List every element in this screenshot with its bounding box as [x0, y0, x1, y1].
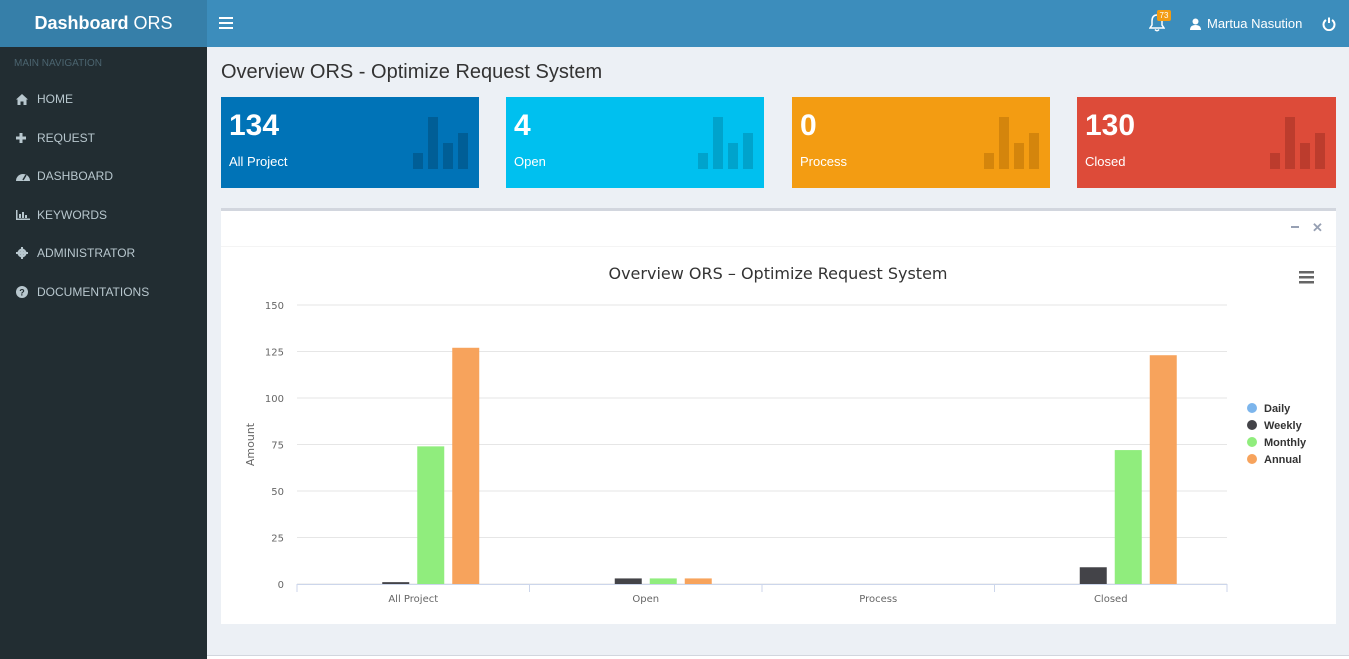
bar-chart-icon	[16, 210, 34, 220]
bar-monthly	[649, 578, 677, 584]
gear-icon	[16, 247, 34, 259]
y-tick-label: 25	[271, 534, 284, 545]
y-tick-label: 150	[265, 301, 284, 312]
legend-label: Daily	[1264, 403, 1291, 415]
legend-marker-weekly	[1247, 420, 1257, 430]
bar-chart: Overview ORS – Optimize Request System 0 2…	[244, 264, 1314, 605]
sidebar-item-documentations[interactable]: ? DOCUMENTATIONS	[0, 277, 207, 307]
stat-value: 134	[229, 109, 280, 142]
sidebar-item-label: REQUEST	[37, 131, 96, 145]
user-name: Martua Nasution	[1207, 16, 1303, 31]
question-icon: ?	[16, 286, 34, 298]
footer	[207, 655, 1349, 659]
sidebar-toggle-button[interactable]	[219, 14, 233, 32]
x-tick-label: Closed	[1094, 594, 1128, 605]
dashboard-icon	[16, 171, 34, 181]
y-tick-label: 125	[265, 348, 284, 359]
x-tick-label: Open	[632, 594, 659, 605]
stat-label: All Project	[229, 154, 288, 169]
stat-bar-icon	[413, 117, 468, 169]
svg-text:?: ?	[19, 288, 25, 298]
sidebar-item-home[interactable]: HOME	[0, 84, 207, 114]
y-tick-label: 50	[271, 487, 284, 498]
stat-label: Closed	[1085, 154, 1126, 169]
sidebar-item-keywords[interactable]: KEYWORDS	[0, 200, 207, 230]
stat-bar-icon	[984, 117, 1039, 169]
legend-label: Monthly	[1264, 437, 1307, 449]
chart-title: Overview ORS – Optimize Request System	[608, 264, 947, 283]
chart-panel: ✕ Overview ORS – Optimize Request System…	[221, 208, 1336, 624]
sidebar-item-label: HOME	[37, 92, 73, 106]
y-axis-title: Amount	[244, 422, 257, 466]
sidebar-item-label: DASHBOARD	[37, 169, 114, 183]
stat-value: 0	[800, 109, 817, 142]
home-icon	[16, 93, 34, 105]
stat-box-closed[interactable]: 130 Closed	[1077, 97, 1336, 188]
nav-heading: MAIN NAVIGATION	[14, 58, 102, 69]
legend-label: Annual	[1264, 454, 1301, 466]
sidebar-item-label: ADMINISTRATOR	[37, 246, 136, 260]
legend-marker-annual	[1247, 454, 1257, 464]
stat-bar-icon	[1270, 117, 1325, 169]
y-tick-label: 75	[271, 441, 284, 452]
chart-menu-icon[interactable]	[1299, 271, 1314, 284]
x-tick-label: All Project	[388, 594, 438, 605]
sidebar-item-label: DOCUMENTATIONS	[37, 285, 150, 299]
stat-box-process[interactable]: 0 Process	[792, 97, 1050, 188]
stat-value: 130	[1085, 109, 1136, 142]
plus-icon	[16, 133, 34, 143]
bar-annual	[684, 578, 712, 584]
sidebar-item-dashboard[interactable]: DASHBOARD	[0, 161, 207, 191]
bar-weekly	[614, 578, 642, 584]
sidebar-item-administrator[interactable]: ADMINISTRATOR	[0, 238, 207, 268]
y-tick-label: 100	[265, 394, 284, 405]
bar-annual	[1149, 355, 1177, 584]
stat-bar-icon	[698, 117, 753, 169]
stat-box-open[interactable]: 4 Open	[506, 97, 764, 188]
close-icon[interactable]: ✕	[1312, 220, 1323, 235]
sidebar-item-request[interactable]: REQUEST	[0, 123, 207, 153]
sidebar: MAIN NAVIGATION HOME REQUEST DASHBOARD K…	[0, 47, 207, 659]
user-menu[interactable]: Martua Nasution	[1190, 16, 1302, 31]
stat-box-all-project[interactable]: 134 All Project	[221, 97, 479, 188]
stat-value: 4	[514, 109, 531, 142]
bar-monthly	[1114, 450, 1142, 584]
app-logo[interactable]: Dashboard ORS	[0, 0, 207, 47]
user-icon	[1190, 18, 1201, 30]
page-title: Overview ORS - Optimize Request System	[221, 61, 603, 83]
top-header: Dashboard ORS 73 Martua Nasution	[0, 0, 1349, 47]
legend-marker-monthly	[1247, 437, 1257, 447]
bar-monthly	[417, 446, 445, 584]
stat-label: Open	[514, 154, 546, 169]
panel-header: ✕	[221, 211, 1336, 247]
y-tick-label: 0	[278, 580, 284, 591]
stat-label: Process	[800, 154, 847, 169]
bar-weekly	[382, 582, 410, 584]
power-icon[interactable]	[1322, 17, 1336, 32]
bar-annual	[452, 347, 480, 584]
minimize-icon[interactable]	[1291, 226, 1299, 228]
sidebar-item-label: KEYWORDS	[37, 208, 108, 222]
legend-label: Weekly	[1264, 420, 1303, 432]
legend-marker-daily	[1247, 403, 1257, 413]
x-tick-label: Process	[859, 594, 897, 605]
notification-count-badge: 73	[1157, 10, 1171, 21]
bar-weekly	[1079, 567, 1107, 584]
